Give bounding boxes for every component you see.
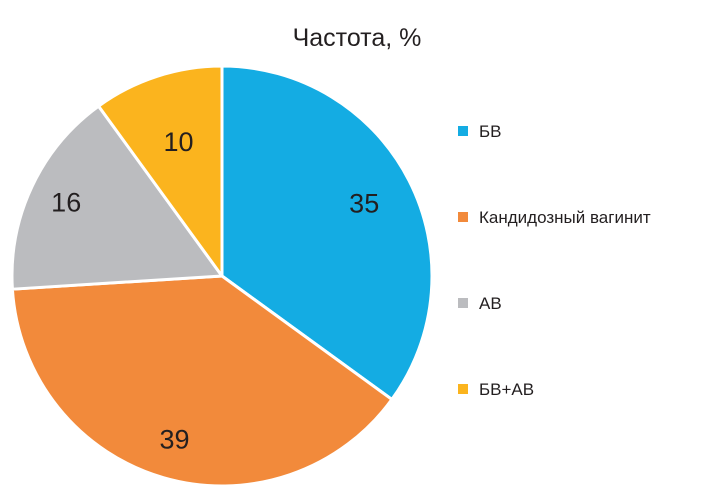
legend-label: Кандидозный вагинит [479, 208, 651, 227]
slice-value-label: 10 [163, 127, 193, 157]
pie-slice [10, 274, 394, 488]
slice-value-label: 16 [51, 188, 81, 218]
legend-swatch [458, 384, 468, 394]
legend-item: БВ [458, 122, 502, 141]
pie-slice [220, 64, 434, 401]
legend-item: АВ [458, 294, 502, 313]
legend-swatch [458, 212, 468, 222]
legend-swatch [458, 298, 468, 308]
chart-title: Частота, % [293, 24, 422, 52]
pie-slices [10, 64, 434, 488]
legend-label: АВ [479, 294, 502, 313]
slice-labels: 35 39 16 10 [51, 127, 379, 454]
legend-label: БВ [479, 122, 502, 141]
pie-slice [10, 104, 224, 291]
legend-item: Кандидозный вагинит [458, 208, 651, 227]
slice-value-label: 39 [159, 424, 189, 454]
legend-label: БВ+АВ [479, 380, 534, 399]
legend-item: БВ+АВ [458, 380, 534, 399]
legend: БВ Кандидозный вагинит АВ БВ+АВ [458, 122, 651, 399]
slice-value-label: 35 [349, 189, 379, 219]
legend-swatch [458, 126, 468, 136]
pie-slice [97, 64, 224, 278]
